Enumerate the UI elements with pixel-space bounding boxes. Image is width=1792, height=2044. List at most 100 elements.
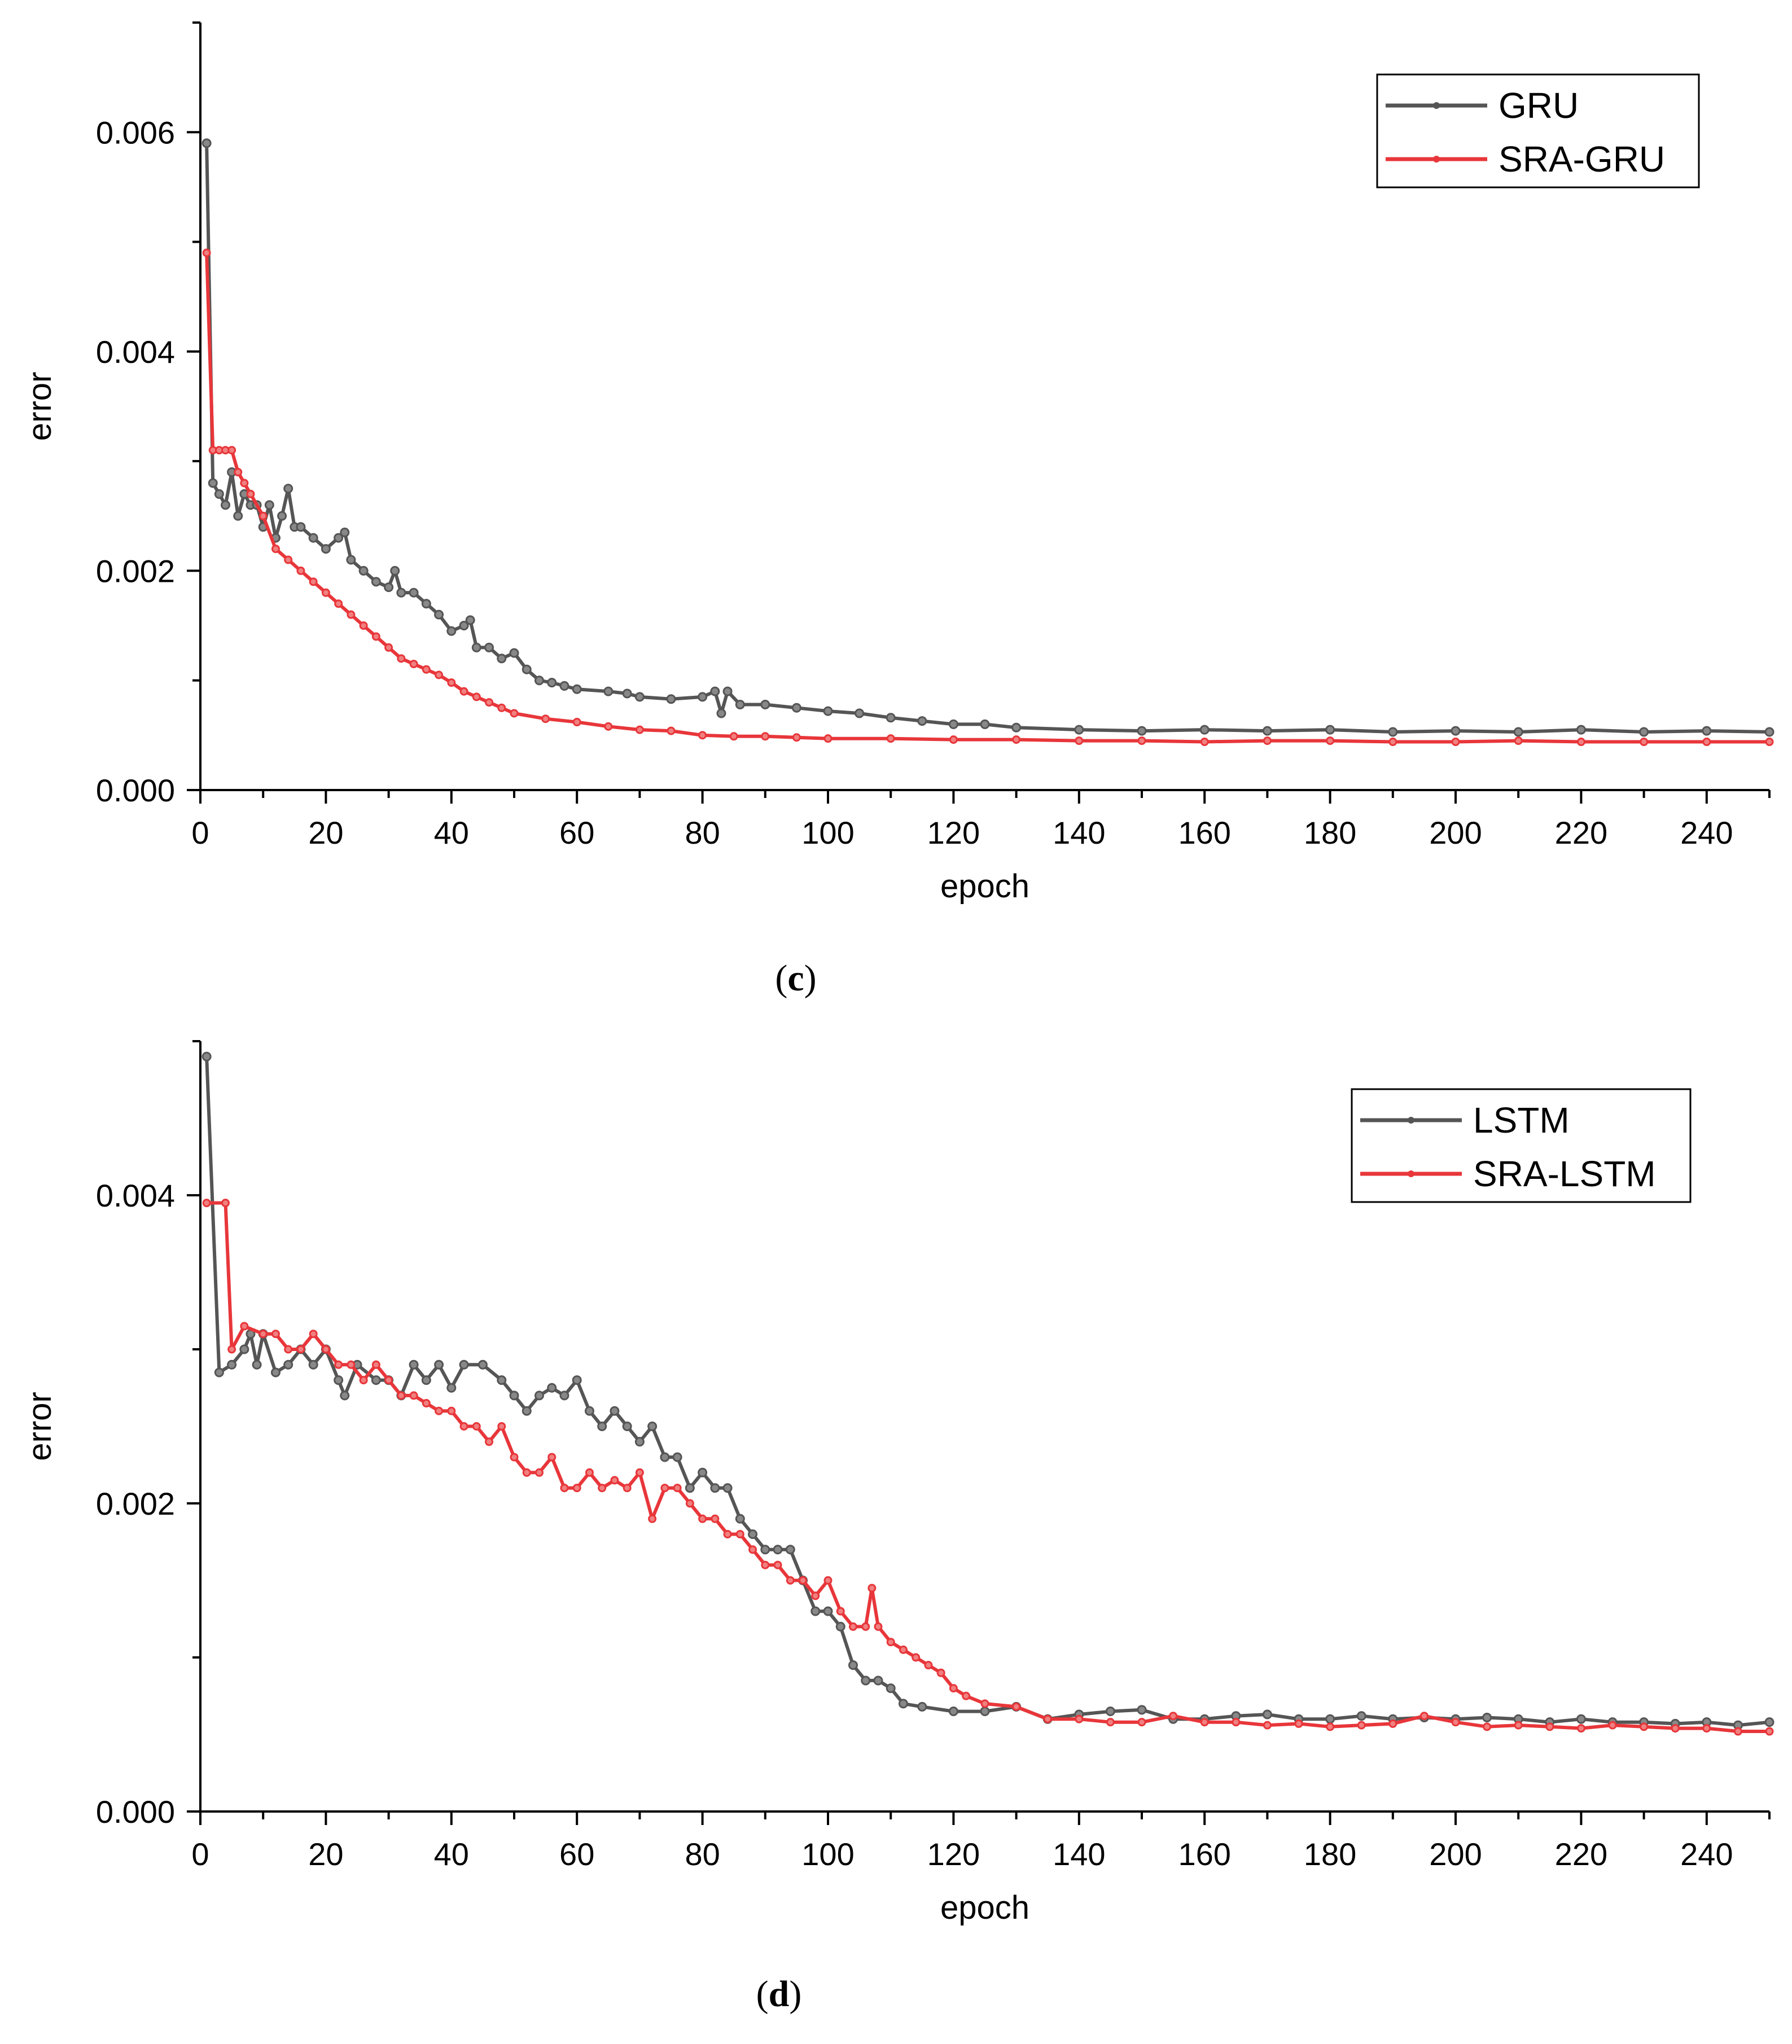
panel-c-data-point (729, 732, 738, 741)
panel-c-data-point (698, 731, 707, 740)
panel-d-data-point (698, 1514, 707, 1523)
panel-d-x-tick-label: 40 (434, 1836, 469, 1872)
panel-d-data-point (1137, 1705, 1147, 1715)
panel-c-x-tick-label: 120 (927, 815, 980, 850)
panel-c-data-point (791, 703, 801, 713)
panel-d-data-point (397, 1391, 406, 1400)
panel-label-c: (c) (775, 958, 816, 999)
panel-c-data-point (371, 577, 381, 587)
panel-d-data-point (848, 1660, 858, 1670)
panel-c-data-point (823, 734, 833, 743)
panel-c-legend-label: GRU (1499, 85, 1579, 126)
panel-d-x-tick-label: 160 (1178, 1836, 1230, 1872)
panel-d-data-point (296, 1345, 305, 1354)
panel-d-data-point (459, 1359, 469, 1370)
panel-c-x-tick-label: 80 (685, 815, 720, 850)
panel-d-data-point (1137, 1718, 1146, 1727)
panel-d-data-point (823, 1576, 833, 1585)
panel-c-data-point (202, 248, 211, 257)
panel-d-data-point (660, 1484, 669, 1493)
panel-d-data-point (980, 1699, 989, 1708)
panel-d-data-point (1075, 1714, 1084, 1723)
panel-d-data-point (836, 1607, 845, 1616)
panel-d-data-point (748, 1529, 758, 1539)
panel-d-data-point (861, 1622, 870, 1631)
panel-d-data-point (422, 1399, 431, 1408)
panel-c-data-point (547, 678, 557, 688)
panel-d-data-point (447, 1406, 456, 1415)
panel-c-series-gru (201, 138, 1775, 737)
panel-c-x-tick-label: 20 (308, 815, 343, 850)
panel-d-data-point (786, 1576, 795, 1585)
panel-d-data-point (899, 1645, 908, 1654)
panel-d-series-line (207, 1201, 1769, 1733)
panel-c-data-point (948, 719, 958, 729)
panel-d-legend: LSTM SRA-LSTM (1351, 1088, 1692, 1203)
panel-c-legend-marker (1433, 156, 1440, 163)
panel-c-data-point (823, 706, 833, 716)
panel-c-data-point (201, 138, 212, 148)
panel-d-data-point (949, 1684, 958, 1693)
panel-c-data-point (1388, 738, 1397, 747)
panel-d-x-tick-label: 60 (559, 1836, 594, 1872)
panel-d-data-point (340, 1391, 350, 1401)
panel-c-data-point (1137, 736, 1146, 745)
panel-c-x-tick-label: 60 (559, 815, 594, 850)
panel-c-data-point (347, 610, 356, 619)
panel-d-data-point (522, 1406, 532, 1416)
panel-c-data-point (283, 484, 293, 494)
panel-d-data-point (867, 1584, 877, 1593)
panel-d-data-point (773, 1545, 783, 1555)
panel-c-data-point (446, 626, 457, 636)
panel-d-data-point (698, 1467, 708, 1477)
panel-c-data-point (240, 479, 249, 488)
panel-d-data-point (748, 1545, 757, 1554)
panel-d-data-point (1325, 1714, 1335, 1724)
panel-d-data-point (685, 1499, 694, 1508)
panel-d-data-point (962, 1691, 971, 1700)
panel-d-x-tick-label: 20 (308, 1836, 343, 1872)
panel-d-data-point (811, 1591, 820, 1600)
panel-d-data-point (308, 1359, 318, 1370)
panel-d-legend-box (1351, 1088, 1692, 1203)
panel-d-data-point (547, 1453, 557, 1462)
panel-d-data-point (722, 1483, 733, 1493)
panel-c-data-point (227, 446, 236, 455)
panel-c-y-tick-label: 0.004 (96, 334, 175, 370)
panel-c-data-point (346, 555, 356, 565)
panel-c-x-tick-label: 40 (434, 815, 469, 850)
panel-c-data-point (541, 714, 550, 723)
panel-d-data-point (1733, 1727, 1742, 1736)
panel-c-data-point (246, 489, 255, 498)
panel-d-x-tick-label: 80 (685, 1836, 720, 1872)
panel-d-data-point (227, 1345, 236, 1354)
panel-c-data-point (384, 643, 393, 652)
panel-c-data-point (603, 686, 614, 696)
panel-c-data-point (1702, 726, 1712, 736)
panel-d-data-point (685, 1483, 695, 1493)
panel-c-data-point (1388, 727, 1398, 737)
panel-c-y-tick-label: 0.006 (96, 115, 175, 150)
panel-c-data-point (1639, 727, 1649, 737)
panel-c-data-point (421, 599, 431, 609)
panel-c-data-point (1011, 722, 1022, 732)
panel-d-y-tick-label: 0.000 (96, 1794, 175, 1830)
panel-c-legend: GRU SRA-GRU (1376, 73, 1700, 188)
panel-c-data-point (271, 545, 280, 554)
panel-c-data-point (277, 511, 287, 521)
panel-c-data-point (1576, 738, 1585, 747)
panel-d-legend-label: SRA-LSTM (1473, 1153, 1656, 1194)
panel-d-data-point (258, 1330, 268, 1339)
panel-d-data-point (660, 1452, 670, 1462)
panel-d-data-point (672, 1452, 682, 1462)
panel-d-data-point (1294, 1719, 1303, 1728)
panel-c-data-point (1074, 725, 1084, 735)
panel-c-legend-box (1376, 73, 1700, 188)
panel-c-data-point (334, 599, 343, 608)
panel-d-x-axis-title: epoch (940, 1889, 1029, 1926)
panel-c-data-point (716, 708, 726, 718)
panel-d-data-point (572, 1484, 581, 1493)
panel-c-data-point (485, 698, 494, 707)
panel-c-data-point (886, 713, 896, 723)
panel-d-data-point (435, 1406, 444, 1415)
